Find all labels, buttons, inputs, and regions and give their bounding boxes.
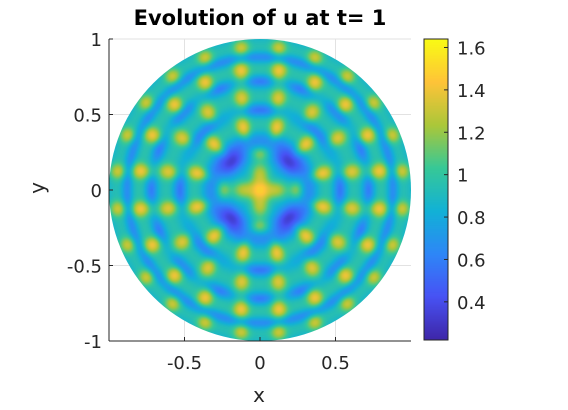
colorbar-tick-label: 1.6 bbox=[457, 38, 486, 59]
y-axis-label: y bbox=[25, 182, 49, 194]
x-tick-label: 0 bbox=[254, 353, 265, 374]
colorbar-ticks: 1.6 1.4 1.2 1 0.8 0.6 0.4 bbox=[444, 38, 486, 314]
colorbar-tick-label: 0.6 bbox=[457, 250, 486, 271]
colorbar-tick-label: 0.8 bbox=[457, 208, 486, 229]
field-disk bbox=[109, 39, 411, 341]
y-tick-label: -1 bbox=[84, 332, 102, 353]
x-axis-ticks: -0.5 0 0.5 bbox=[167, 337, 350, 374]
colorbar-tick-label: 0.4 bbox=[457, 293, 486, 314]
colorbar-tick-label: 1.4 bbox=[457, 81, 486, 102]
colorbar-tick-label: 1.2 bbox=[457, 123, 486, 144]
chart-title: Evolution of u at t= 1 bbox=[134, 6, 387, 30]
colorbar-frame bbox=[423, 38, 449, 341]
x-axis-label: x bbox=[253, 383, 265, 407]
x-tick-label: -0.5 bbox=[167, 353, 202, 374]
x-tick-label: 0.5 bbox=[321, 353, 350, 374]
y-tick-label: 0.5 bbox=[73, 106, 102, 127]
colorbar: 1.6 1.4 1.2 1 0.8 0.6 0.4 bbox=[423, 38, 486, 341]
colorbar-tick-label: 1 bbox=[457, 166, 468, 187]
field-image bbox=[109, 39, 411, 341]
y-tick-label: -0.5 bbox=[67, 257, 102, 278]
y-tick-label: 1 bbox=[91, 30, 102, 51]
colorbar-gradient bbox=[424, 39, 448, 340]
y-axis-ticks: 1 0.5 0 -0.5 -1 bbox=[67, 30, 113, 353]
y-tick-label: 0 bbox=[91, 181, 102, 202]
